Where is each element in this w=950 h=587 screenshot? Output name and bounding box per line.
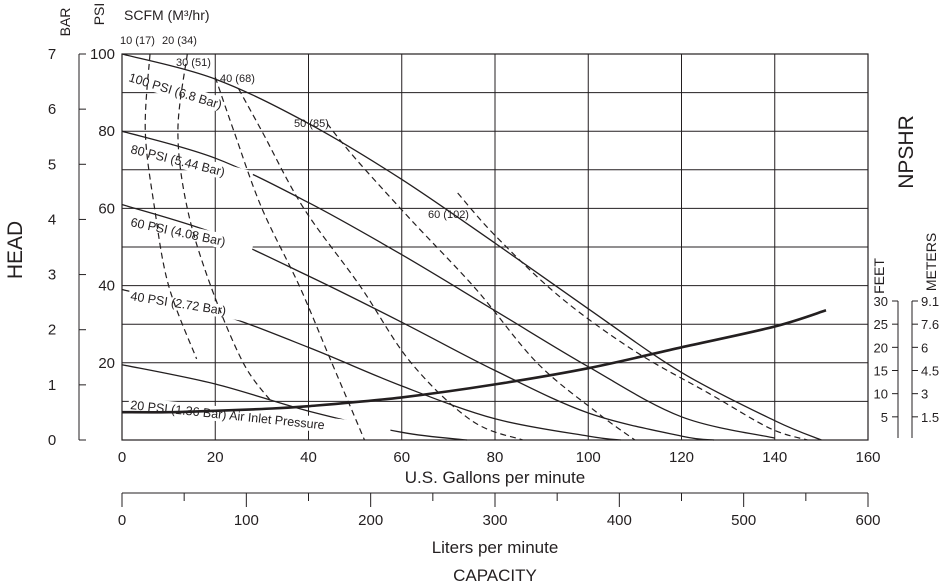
meters-label: METERS [923, 233, 939, 291]
axes [78, 53, 918, 507]
lpm-tick-label: 600 [855, 512, 880, 529]
pressure-label-bg [127, 287, 255, 323]
gpm-tick-label: 0 [118, 449, 126, 466]
psi-unit-label: PSI [91, 3, 107, 26]
pressure-label-bg [125, 68, 251, 121]
feet-tick-label: 25 [874, 317, 888, 332]
bar-tick-label: 2 [48, 322, 56, 339]
plot-frame [121, 53, 869, 441]
pressure-label-bg [127, 396, 392, 440]
air-consumption-curve-line [238, 88, 524, 441]
bar-tick-label: 3 [48, 267, 56, 284]
air-consumption-curve-line [214, 77, 366, 441]
meters-tick-label: 4.5 [921, 364, 939, 379]
lpm-tick-label: 0 [118, 512, 126, 529]
bar-tick-label: 1 [48, 377, 56, 394]
psi-tick-label: 40 [98, 278, 115, 295]
gpm-tick-label: 160 [855, 449, 880, 466]
psi-tick-label: 100 [90, 46, 115, 63]
x2-axis-label: Liters per minute [432, 538, 559, 557]
pressure-label-bg [127, 140, 254, 187]
feet-label: FEET [871, 258, 887, 294]
air-consumption-label: 50 (85) [294, 118, 329, 130]
feet-tick-label: 20 [874, 340, 888, 355]
air-consumption-curve-line [144, 53, 198, 360]
curves: 100 PSI (6.8 Bar)80 PSI (5.44 Bar)60 PSI… [120, 35, 827, 441]
bar-tick-label: 7 [48, 46, 56, 63]
scfm-label: SCFM (M³/hr) [124, 7, 210, 23]
gpm-tick-label: 80 [487, 449, 504, 466]
pressure-curve-line [121, 130, 775, 439]
gpm-tick-label: 60 [393, 449, 410, 466]
bar-tick-label: 6 [48, 101, 56, 118]
gpm-tick-label: 100 [576, 449, 601, 466]
meters-tick-label: 7.6 [921, 317, 939, 332]
feet-tick-label: 30 [874, 294, 888, 309]
pressure-curve-label: 20 PSI (1.36 Bar) Air Inlet Pressure [130, 398, 326, 432]
lpm-tick-label: 100 [234, 512, 259, 529]
air-consumption-label: 20 (34) [162, 35, 197, 47]
x-group-label: CAPACITY [453, 566, 537, 585]
bar-tick-label: 4 [48, 211, 56, 228]
gpm-tick-label: 140 [762, 449, 787, 466]
feet-tick-label: 15 [874, 364, 888, 379]
psi-tick-label: 20 [98, 355, 115, 372]
pressure-curve-line [121, 364, 468, 441]
npshr-label: NPSHR [895, 115, 918, 189]
psi-tick-label: 60 [98, 200, 115, 217]
bar-tick-label: 0 [48, 432, 56, 449]
gpm-tick-label: 120 [669, 449, 694, 466]
air-consumption-curve-line [457, 192, 808, 441]
air-consumption-label: 10 (17) [120, 35, 155, 47]
gpm-tick-label: 40 [300, 449, 317, 466]
npshr-curve-line [121, 309, 827, 414]
y-axis-label: HEAD [4, 221, 27, 279]
air-consumption-label: 30 (51) [176, 57, 211, 69]
gpm-tick-label: 20 [207, 449, 224, 466]
lpm-tick-label: 200 [358, 512, 383, 529]
x-axis-label: U.S. Gallons per minute [405, 468, 585, 487]
feet-tick-label: 10 [874, 387, 888, 402]
lpm-tick-label: 500 [731, 512, 756, 529]
psi-tick-label: 80 [98, 123, 115, 140]
meters-tick-label: 1.5 [921, 410, 939, 425]
pressure-curve-line [121, 53, 822, 441]
bar-tick-label: 5 [48, 156, 56, 173]
air-consumption-curve-line [326, 123, 636, 441]
feet-tick-label: 5 [881, 410, 888, 425]
air-consumption-label: 60 (102) [428, 209, 469, 221]
pressure-curve-label: 60 PSI (4.08 Bar) [129, 215, 226, 249]
axis-labels: HEAD BAR PSI SCFM (M³/hr) NPSHR FEET MET… [4, 3, 939, 585]
meters-tick-label: 3 [921, 387, 928, 402]
pressure-label-bg [127, 213, 255, 255]
lpm-tick-label: 300 [482, 512, 507, 529]
meters-tick-label: 9.1 [921, 294, 939, 309]
bar-unit-label: BAR [57, 8, 73, 37]
air-consumption-label: 40 (68) [220, 73, 255, 85]
lpm-tick-label: 400 [607, 512, 632, 529]
air-consumption-curve-line [177, 53, 272, 402]
meters-tick-label: 6 [921, 340, 928, 355]
